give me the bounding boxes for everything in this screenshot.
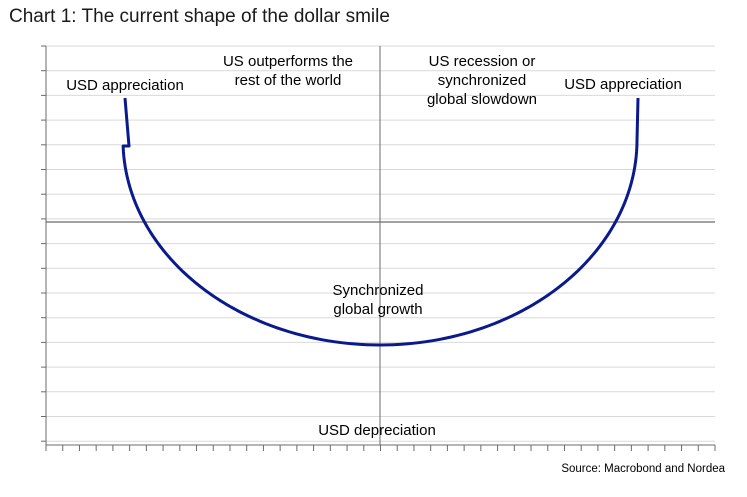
annotation-us-recession: US recession or synchronized global slow…	[426, 53, 538, 108]
annotation-synchronized-growth: Synchronized global growth	[332, 282, 424, 318]
chart-title: Chart 1: The current shape of the dollar…	[9, 6, 390, 27]
annotation-usd-appreciation-right: USD appreciation	[564, 76, 682, 93]
dollar-smile-line	[121, 97, 640, 347]
source-note: Source: Macrobond and Nordea	[561, 463, 725, 475]
annotation-usd-depreciation: USD depreciation	[318, 422, 436, 439]
axes	[41, 45, 716, 451]
annotation-us-outperforms: US outperforms the rest of the world	[222, 53, 354, 89]
annotation-usd-appreciation-left: USD appreciation	[66, 77, 184, 94]
dollar-smile-curve-group	[121, 97, 640, 347]
